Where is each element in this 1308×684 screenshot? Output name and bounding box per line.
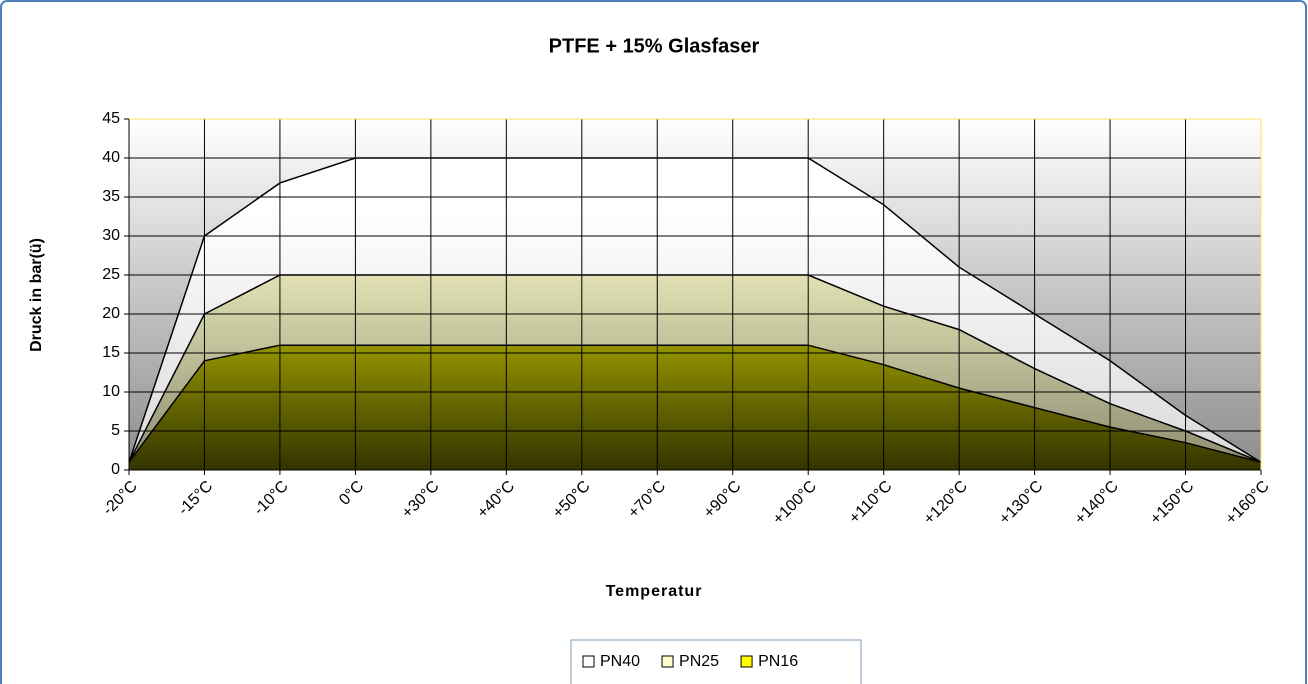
y-tick-label: 40 (102, 149, 120, 166)
y-tick-label: 15 (102, 344, 120, 361)
y-tick-label: 25 (102, 266, 120, 283)
y-tick-label: 5 (111, 422, 120, 439)
chart-title: PTFE + 15% Glasfaser (549, 35, 760, 57)
legend-label: PN16 (758, 653, 798, 670)
y-axis-label: Druck in bar(ü) (28, 238, 45, 352)
y-tick-label: 30 (102, 227, 120, 244)
area (129, 345, 1261, 470)
y-tick-label: 10 (102, 383, 120, 400)
y-tick-label: 0 (111, 461, 120, 478)
legend-swatch (661, 655, 674, 668)
legend (570, 639, 862, 684)
x-axis-label: Temperatur (606, 583, 703, 600)
y-tick-label: 35 (102, 188, 120, 205)
legend-swatch (582, 655, 595, 668)
y-tick-label: 20 (102, 305, 120, 322)
legend-swatch (740, 655, 753, 668)
y-tick-label: 45 (102, 110, 120, 127)
legend-label: PN25 (679, 653, 719, 670)
area-line (128, 344, 1262, 463)
legend-label: PN40 (600, 653, 640, 670)
